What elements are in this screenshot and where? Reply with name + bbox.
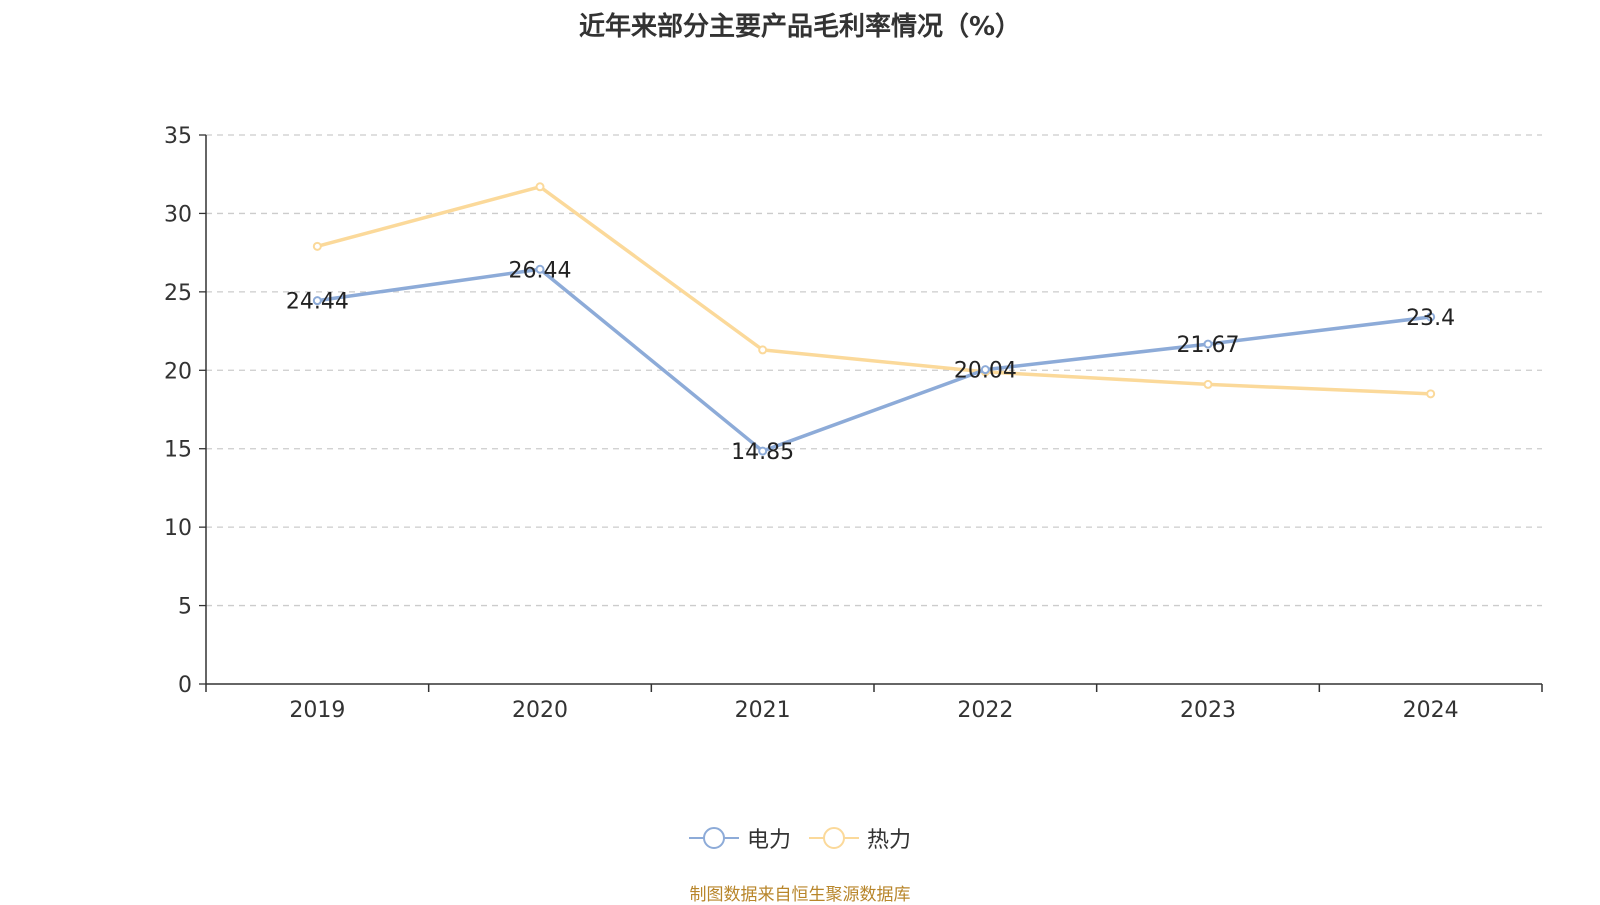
data-point-series-0[interactable] xyxy=(1203,339,1213,349)
x-tick-label: 2023 xyxy=(1180,698,1236,723)
y-tick-label: 30 xyxy=(164,202,192,227)
chart-legend: 电力 热力 xyxy=(0,822,1600,854)
data-point-series-1[interactable] xyxy=(312,241,322,251)
y-tick-label: 35 xyxy=(164,124,192,149)
data-label-series-0: 24.44 xyxy=(286,290,349,315)
legend-label-series-0: 电力 xyxy=(746,828,791,853)
legend-swatch-series-0 xyxy=(688,827,739,849)
x-tick-label: 2019 xyxy=(289,698,345,723)
legend-label-series-1: 热力 xyxy=(867,828,912,853)
data-point-series-0[interactable] xyxy=(535,264,545,274)
data-point-series-1[interactable] xyxy=(1203,379,1213,389)
y-tick-label: 0 xyxy=(178,673,192,698)
y-tick-label: 5 xyxy=(178,595,192,620)
data-point-series-1[interactable] xyxy=(758,345,768,355)
legend-item-series-1[interactable]: 热力 xyxy=(809,822,911,854)
data-label-series-0: 14.85 xyxy=(731,440,794,465)
y-tick-label: 20 xyxy=(164,359,192,384)
chart-title: 近年来部分主要产品毛利率情况（%） xyxy=(578,12,1022,42)
legend-item-series-0[interactable]: 电力 xyxy=(688,822,791,854)
x-tick-label: 2020 xyxy=(512,698,568,723)
series-line-0 xyxy=(317,267,1431,453)
data-label-series-0: 26.44 xyxy=(509,258,572,283)
x-tick-label: 2024 xyxy=(1403,698,1459,723)
data-point-series-0[interactable] xyxy=(758,446,768,456)
data-source-note: 制图数据来自恒生聚源数据库 xyxy=(689,885,911,905)
data-label-series-0: 23.4 xyxy=(1406,306,1455,331)
data-point-series-0[interactable] xyxy=(312,296,322,306)
data-label-series-0: 20.04 xyxy=(954,359,1017,384)
data-point-series-0[interactable] xyxy=(1426,312,1436,322)
x-tick-label: 2022 xyxy=(957,698,1013,723)
legend-swatch-series-1 xyxy=(809,827,859,849)
y-tick-label: 15 xyxy=(164,438,192,463)
data-label-series-0: 21.67 xyxy=(1177,333,1240,358)
series-line-1 xyxy=(316,185,1431,396)
y-tick-label: 10 xyxy=(164,516,192,541)
data-point-series-1[interactable] xyxy=(1426,389,1436,399)
data-point-series-1[interactable] xyxy=(535,182,545,192)
y-tick-label: 25 xyxy=(164,281,192,306)
data-point-series-0[interactable] xyxy=(980,365,990,375)
x-tick-label: 2021 xyxy=(735,698,791,723)
